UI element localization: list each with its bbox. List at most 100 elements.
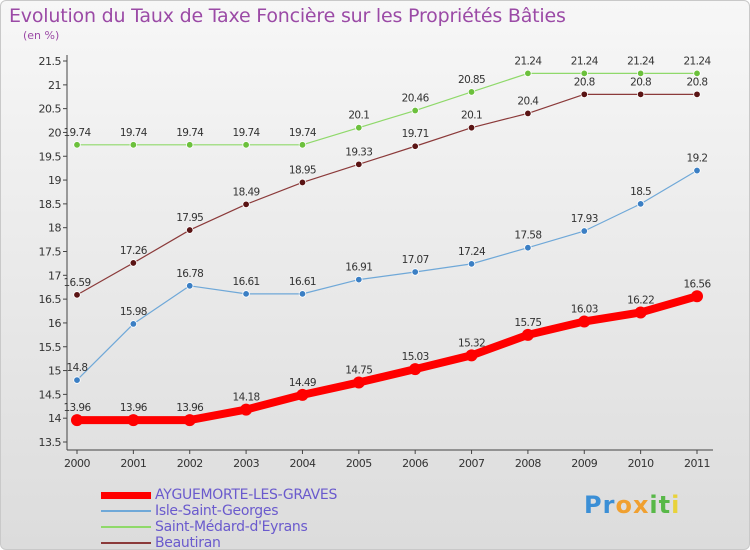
series-line [76, 93, 697, 296]
y-tick-label: 20.5 [39, 103, 62, 116]
data-label: 21.24 [514, 55, 542, 67]
data-point [242, 200, 250, 209]
data-label: 13.96 [120, 402, 148, 414]
y-tick-label: 16.5 [39, 293, 62, 306]
data-label: 19.74 [120, 127, 148, 139]
data-point [521, 328, 534, 341]
data-label: 15.75 [514, 317, 541, 329]
data-point [409, 363, 422, 376]
x-tick-label: 2004 [289, 457, 315, 470]
x-tick-label: 2007 [459, 457, 485, 470]
data-point [636, 200, 645, 208]
unit-label: (en %) [23, 29, 60, 42]
y-tick-label: 13.5 [39, 436, 62, 449]
legend: AYGUEMORTE-LES-GRAVES Isle-Saint-Georges S… [101, 487, 337, 550]
data-label: 19.71 [402, 128, 429, 140]
data-point [524, 109, 532, 118]
y-tick-label: 18 [48, 222, 61, 235]
y-tick-label: 18.5 [39, 198, 62, 211]
x-tick-label: 2010 [628, 457, 654, 470]
legend-swatch [101, 491, 151, 499]
series-line [76, 170, 698, 381]
legend-item: Isle-Saint-Georges [101, 503, 337, 519]
legend-label: Beautiran [155, 535, 221, 550]
y-tick-label: 17.5 [39, 246, 62, 259]
data-point [465, 349, 478, 362]
series-line [77, 292, 699, 425]
data-point [636, 69, 645, 78]
data-point [411, 142, 419, 150]
data-point [580, 90, 588, 99]
legend-label: Saint-Médard-d'Eyrans [155, 519, 308, 535]
data-label: 21.24 [571, 55, 599, 67]
data-point [524, 69, 532, 78]
data-label: 20.1 [461, 110, 482, 122]
data-label: 16.61 [289, 276, 316, 288]
logo-letter: i [649, 491, 659, 519]
x-tick-label: 2011 [684, 457, 710, 470]
data-label: 20.46 [402, 93, 430, 105]
data-label: 16.59 [63, 277, 90, 289]
y-tick-label: 14 [48, 412, 61, 425]
data-label: 21.24 [683, 55, 711, 67]
data-label: 16.78 [176, 268, 203, 280]
data-label: 19.74 [233, 127, 261, 139]
data-label: 17.26 [120, 245, 148, 257]
x-tick-label: 2009 [571, 457, 597, 470]
y-tick-label: 15 [48, 365, 61, 378]
data-point [129, 259, 138, 267]
x-tick-label: 2001 [120, 457, 146, 470]
data-label: 15.32 [458, 337, 485, 349]
data-point [73, 141, 81, 149]
data-point [129, 141, 138, 149]
data-point [467, 88, 476, 96]
data-label: 14.18 [233, 392, 260, 404]
y-tick-label: 19 [48, 174, 61, 187]
logo-letter: P [584, 491, 603, 519]
data-point [240, 403, 253, 416]
data-label: 20.85 [458, 74, 485, 86]
data-label: 18.49 [233, 186, 260, 198]
x-tick-label: 2006 [402, 457, 428, 470]
data-point [296, 388, 309, 401]
legend-item: Saint-Médard-d'Eyrans [101, 519, 337, 535]
logo-letter: x [632, 491, 650, 519]
legend-swatch [101, 526, 151, 528]
data-label: 20.1 [348, 110, 369, 122]
legend-item: Beautiran [101, 535, 337, 550]
y-tick-label: 14.5 [39, 388, 62, 401]
data-label: 17.07 [402, 254, 429, 266]
data-point [580, 69, 588, 78]
chart-title: Evolution du Taux de Taxe Foncière sur l… [9, 5, 566, 27]
data-point [411, 268, 419, 276]
data-label: 20.8 [574, 76, 595, 88]
data-label: 18.5 [630, 186, 651, 198]
data-point [242, 290, 250, 298]
y-tick-label: 20 [48, 126, 61, 139]
data-point [355, 160, 363, 169]
data-point [467, 123, 476, 132]
data-point [355, 275, 363, 284]
y-tick-label: 15.5 [39, 341, 62, 354]
logo-letter: o [615, 491, 633, 519]
data-point [352, 376, 365, 389]
data-point [634, 306, 647, 319]
logo-letter: r [602, 491, 616, 519]
y-tick-label: 21 [48, 79, 61, 92]
data-point [580, 227, 588, 235]
data-point [524, 243, 532, 252]
data-label: 19.2 [687, 153, 708, 165]
data-point [691, 290, 703, 303]
data-label: 16.56 [683, 278, 711, 290]
data-point [411, 106, 419, 115]
data-point [129, 320, 138, 328]
series-line [77, 72, 697, 146]
data-label: 19.33 [345, 146, 372, 158]
y-tick-label: 16 [48, 317, 61, 330]
data-point [578, 315, 591, 328]
data-point [186, 141, 194, 149]
data-label: 19.74 [63, 127, 91, 139]
data-label: 13.96 [176, 402, 204, 414]
